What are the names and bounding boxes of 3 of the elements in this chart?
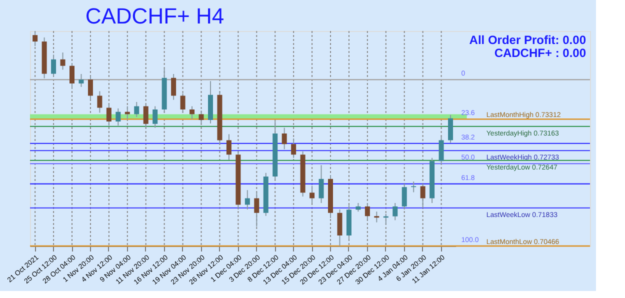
text: All Order Profit: 0.00 <box>469 33 586 47</box>
chart-title: CADCHF+ H4 <box>85 4 224 28</box>
text: CADCHF+ : 0.00 <box>494 46 586 60</box>
